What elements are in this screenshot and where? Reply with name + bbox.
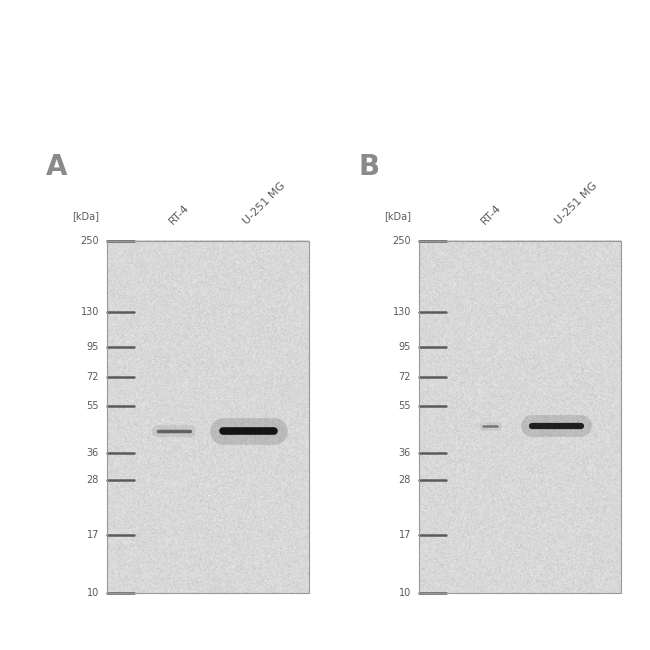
Text: 28: 28 bbox=[398, 476, 411, 486]
Text: RT-4: RT-4 bbox=[479, 202, 503, 226]
Text: 28: 28 bbox=[86, 476, 99, 486]
Text: 250: 250 bbox=[393, 235, 411, 246]
Text: 36: 36 bbox=[86, 448, 99, 458]
Text: 55: 55 bbox=[86, 402, 99, 411]
Text: 10: 10 bbox=[86, 588, 99, 599]
Text: RT-4: RT-4 bbox=[167, 202, 191, 226]
Text: 95: 95 bbox=[398, 341, 411, 352]
Text: 55: 55 bbox=[398, 402, 411, 411]
Text: A: A bbox=[46, 153, 68, 181]
Bar bbox=[107, 240, 309, 593]
Text: 130: 130 bbox=[393, 307, 411, 317]
Text: 36: 36 bbox=[398, 448, 411, 458]
Text: U-251 MG: U-251 MG bbox=[554, 181, 599, 226]
Text: 95: 95 bbox=[86, 341, 99, 352]
Text: 72: 72 bbox=[86, 372, 99, 382]
Text: 250: 250 bbox=[81, 235, 99, 246]
Text: U-251 MG: U-251 MG bbox=[242, 181, 287, 226]
Bar bbox=[419, 240, 621, 593]
Text: 72: 72 bbox=[398, 372, 411, 382]
Text: 17: 17 bbox=[86, 530, 99, 540]
Text: 17: 17 bbox=[398, 530, 411, 540]
Text: 10: 10 bbox=[398, 588, 411, 599]
Text: 130: 130 bbox=[81, 307, 99, 317]
Text: [kDa]: [kDa] bbox=[384, 211, 411, 221]
Text: [kDa]: [kDa] bbox=[72, 211, 99, 221]
Text: B: B bbox=[358, 153, 380, 181]
